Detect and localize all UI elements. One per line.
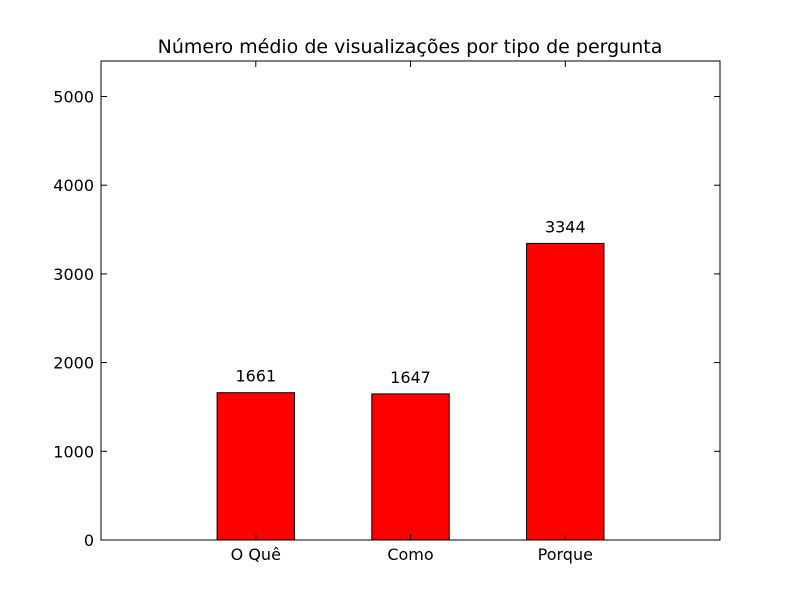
bar-como bbox=[371, 393, 450, 541]
x-tick-label: Como bbox=[387, 545, 433, 564]
y-axis: 0 1000 2000 3000 4000 5000 bbox=[53, 88, 720, 550]
y-tick-label: 3000 bbox=[53, 265, 94, 284]
x-axis: O Quê Como Porque bbox=[231, 61, 593, 564]
x-tick-label: Porque bbox=[538, 545, 593, 564]
chart-title: Número médio de visualizações por tipo d… bbox=[158, 36, 663, 58]
bars-group bbox=[216, 242, 605, 541]
bar-porque bbox=[526, 242, 605, 541]
data-label: 1647 bbox=[390, 368, 431, 387]
bar-o-quê bbox=[216, 392, 296, 541]
y-tick-label: 5000 bbox=[53, 88, 94, 107]
data-label: 3344 bbox=[545, 217, 586, 236]
y-tick-label: 2000 bbox=[53, 354, 94, 373]
y-tick-label: 4000 bbox=[53, 176, 94, 195]
x-tick-label: O Quê bbox=[231, 545, 281, 564]
plot-frame bbox=[100, 60, 721, 541]
data-labels-group: 1661 1647 3344 bbox=[235, 217, 585, 387]
data-label: 1661 bbox=[235, 367, 276, 386]
y-tick-label: 1000 bbox=[53, 442, 94, 461]
y-tick-label: 0 bbox=[84, 531, 94, 550]
